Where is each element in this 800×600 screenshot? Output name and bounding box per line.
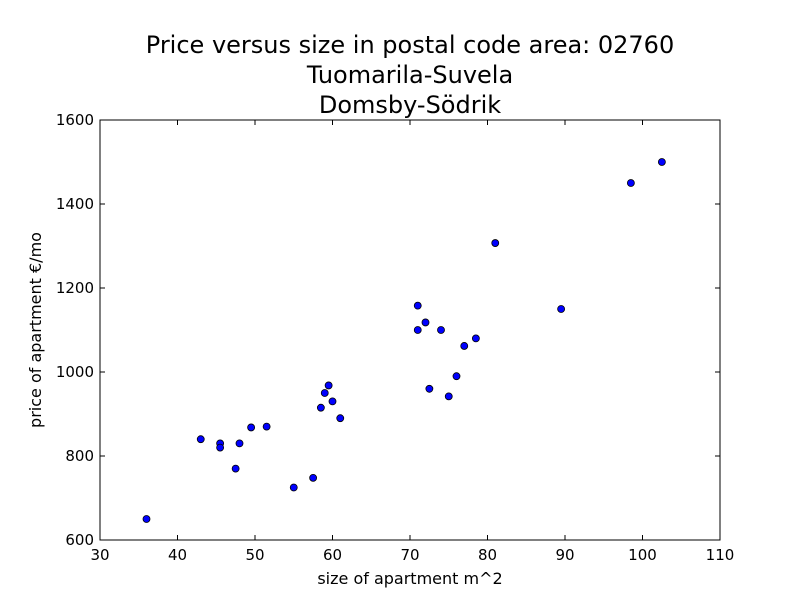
data-point [425, 384, 434, 393]
data-point [626, 179, 635, 187]
data-point [437, 326, 445, 334]
data-point [231, 464, 240, 473]
data-point [247, 423, 256, 432]
x-tick-label: 80 [478, 546, 497, 564]
x-tick-label: 70 [400, 546, 419, 564]
y-tick-label: 800 [65, 447, 94, 465]
y-axis-label: price of apartment €/mo [26, 232, 45, 428]
data-point [309, 473, 318, 482]
x-tick-label: 60 [323, 546, 342, 564]
data-point [421, 318, 430, 327]
data-point [316, 403, 325, 412]
data-point [336, 414, 345, 423]
data-point [235, 439, 244, 448]
data-point [324, 381, 333, 390]
data-point [196, 435, 205, 444]
x-tick-label: 110 [706, 546, 735, 564]
chart-title-line-3: Domsby-Södrik [319, 91, 501, 119]
data-point [328, 397, 337, 406]
data-points [142, 158, 666, 523]
x-tick-label: 40 [168, 546, 187, 564]
data-point [289, 483, 298, 492]
x-tick-label: 100 [628, 546, 657, 564]
y-tick-label: 600 [65, 531, 94, 549]
y-tick-label: 1000 [56, 363, 94, 381]
data-point [444, 392, 453, 401]
data-point [413, 301, 422, 310]
chart-title-line-1: Price versus size in postal code area: 0… [146, 31, 674, 59]
data-point [452, 372, 461, 381]
data-point [142, 515, 151, 523]
x-axis-label: size of apartment m^2 [317, 569, 502, 588]
data-point [262, 422, 271, 431]
data-point [320, 389, 329, 397]
axis-ticks: 30 40 50 60 70 80 90 100 110 600 800 1000 1200 1400 16… [56, 111, 735, 564]
data-point [216, 443, 225, 452]
x-tick-label: 50 [245, 546, 264, 564]
data-point [657, 158, 666, 166]
y-tick-label: 1200 [56, 279, 94, 297]
data-point [557, 305, 566, 313]
data-point [471, 334, 480, 343]
chart-title-line-2: Tuomarila-Suvela [306, 61, 513, 89]
data-point [413, 326, 422, 334]
plot-area-frame [99, 119, 721, 541]
y-tick-label: 1400 [56, 195, 94, 213]
x-tick-label: 30 [90, 546, 109, 564]
data-point [460, 342, 469, 350]
data-point [491, 239, 500, 247]
y-tick-label: 1600 [56, 111, 94, 129]
x-tick-label: 90 [555, 546, 574, 564]
